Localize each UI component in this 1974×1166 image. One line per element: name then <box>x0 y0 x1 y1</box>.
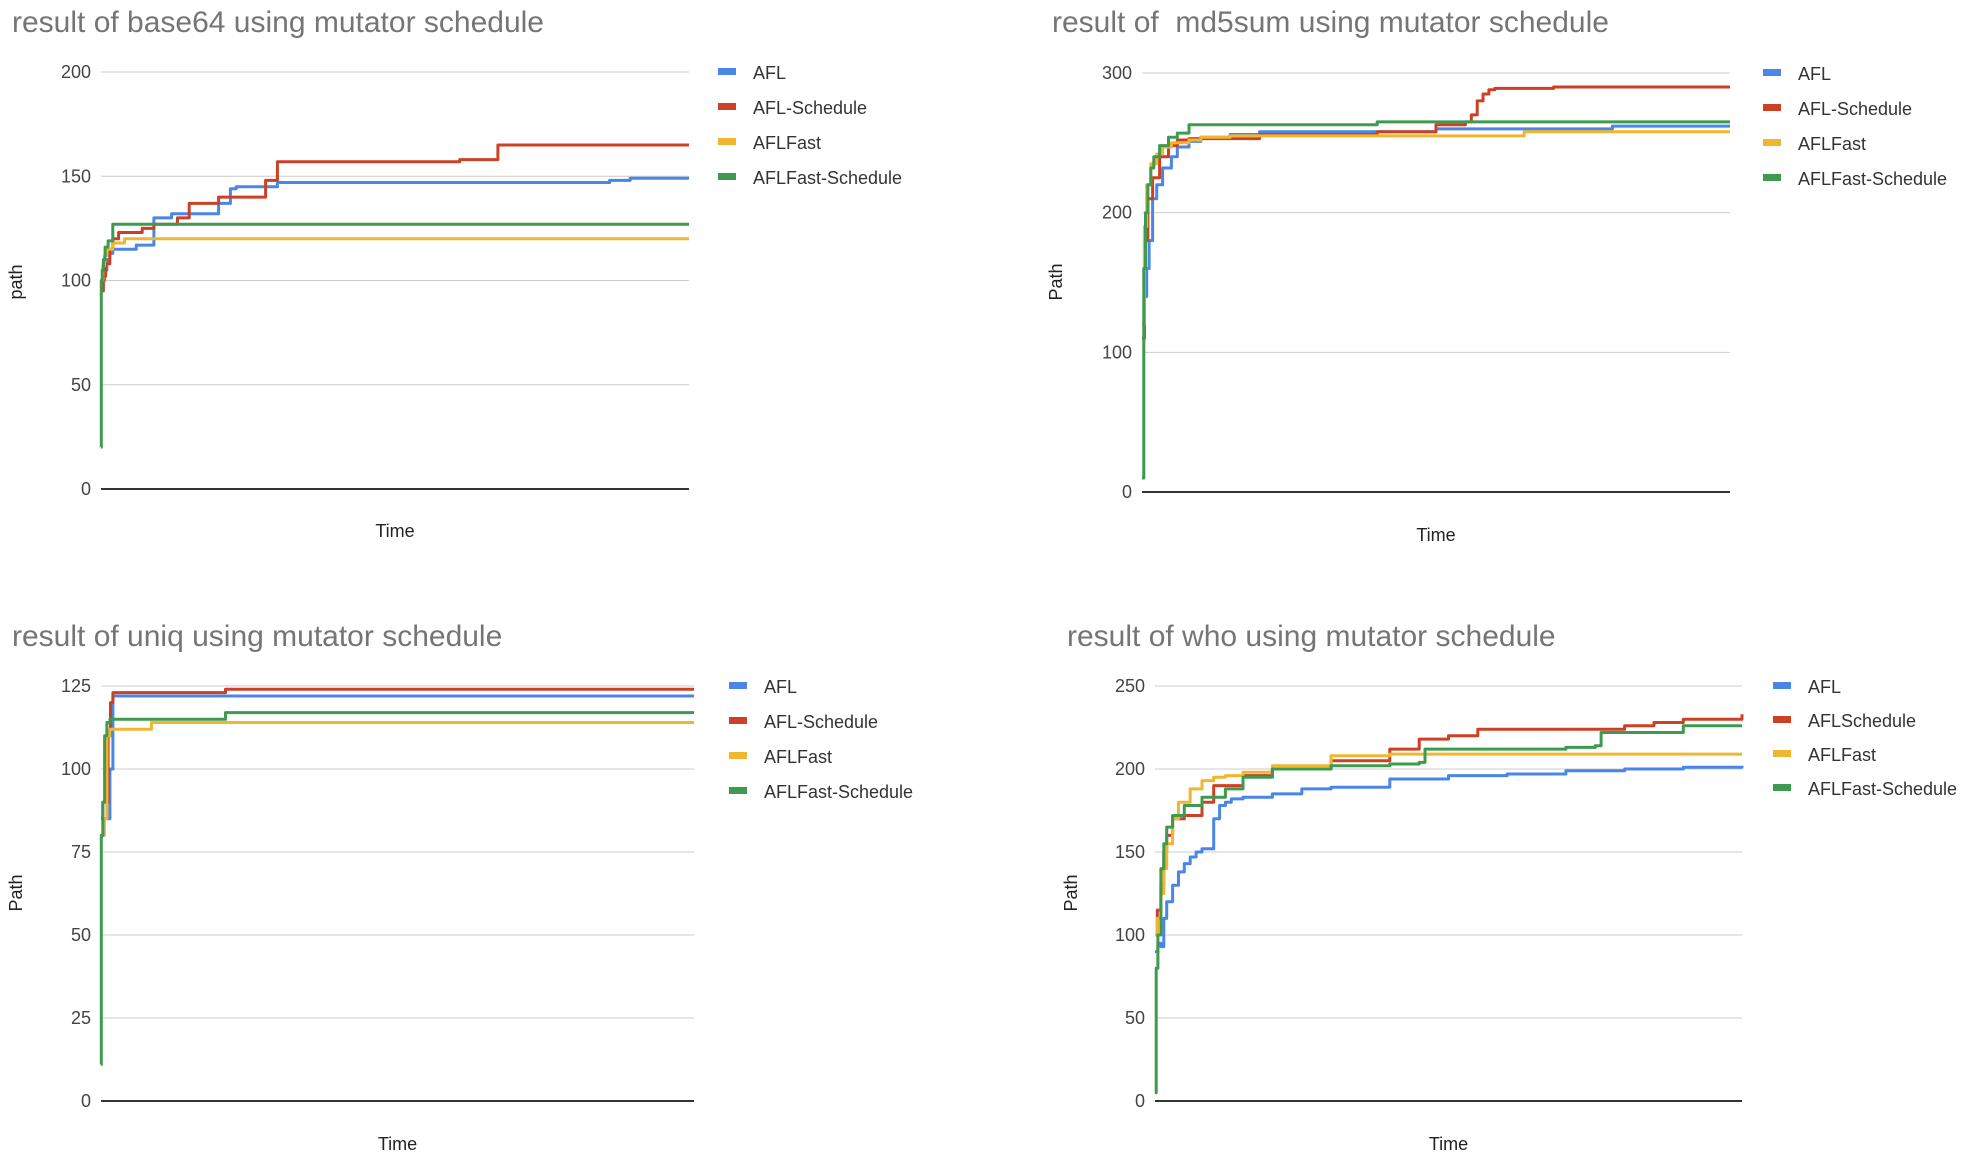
y-tick-label: 200 <box>1115 759 1145 779</box>
legend-swatch <box>718 68 736 75</box>
y-tick-label: 50 <box>1125 1008 1145 1028</box>
y-tick-label: 50 <box>71 375 91 395</box>
series-line-afl <box>1142 124 1730 340</box>
legend-swatch <box>718 173 736 180</box>
legend-swatch <box>729 752 747 759</box>
legend-swatch <box>729 787 747 794</box>
series-line-afl <box>1155 765 1744 954</box>
legend-label: AFLFast-Schedule <box>764 782 913 802</box>
legend-swatch <box>1773 716 1791 723</box>
legend-swatch <box>1763 174 1781 181</box>
y-axis-label: path <box>6 264 26 299</box>
y-tick-label: 200 <box>1102 203 1132 223</box>
chart-title: result of uniq using mutator schedule <box>12 620 503 653</box>
legend-swatch <box>718 138 736 145</box>
legend-label: AFLFast <box>1798 134 1866 154</box>
y-tick-label: 100 <box>1102 342 1132 362</box>
y-tick-label: 0 <box>81 479 91 499</box>
x-axis-label: Time <box>1416 525 1455 545</box>
series-line-aflfast-schedule <box>1154 724 1742 1095</box>
legend-swatch <box>1773 784 1791 791</box>
chart-title: result of md5sum using mutator schedule <box>1052 6 1609 39</box>
series-line-aflfast-schedule <box>1142 120 1730 480</box>
y-tick-label: 25 <box>71 1008 91 1028</box>
legend-label: AFL <box>1808 677 1841 697</box>
x-axis-label: Time <box>1429 1134 1468 1154</box>
legend-swatch <box>718 103 736 110</box>
legend-label: AFLFast <box>1808 745 1876 765</box>
legend-label: AFLFast-Schedule <box>753 168 902 188</box>
series-line-aflschedule <box>1155 714 1744 937</box>
legend-label: AFLSchedule <box>1808 711 1916 731</box>
legend-label: AFL <box>1798 64 1831 84</box>
y-tick-label: 0 <box>1135 1091 1145 1111</box>
y-tick-label: 75 <box>71 842 91 862</box>
series-line-aflfast-schedule <box>99 711 694 1066</box>
legend-swatch <box>1773 682 1791 689</box>
y-axis-label: Path <box>1061 874 1081 911</box>
legend-label: AFL <box>753 63 786 83</box>
legend-swatch <box>1763 139 1781 146</box>
y-tick-label: 150 <box>61 166 91 186</box>
y-tick-label: 200 <box>61 62 91 82</box>
legend-label: AFL-Schedule <box>764 712 878 732</box>
legend-swatch <box>1763 69 1781 76</box>
y-tick-label: 0 <box>1122 482 1132 502</box>
y-axis-label: Path <box>6 874 26 911</box>
y-axis-label: Path <box>1046 263 1066 300</box>
chart-title: result of base64 using mutator schedule <box>12 6 544 39</box>
legend-swatch <box>1763 104 1781 111</box>
y-tick-label: 125 <box>61 676 91 696</box>
legend-label: AFL-Schedule <box>753 98 867 118</box>
legend-swatch <box>729 717 747 724</box>
y-tick-label: 250 <box>1115 676 1145 696</box>
legend-label: AFLFast <box>753 133 821 153</box>
chart-title: result of who using mutator schedule <box>1067 620 1556 653</box>
legend-label: AFLFast <box>764 747 832 767</box>
y-tick-label: 100 <box>61 759 91 779</box>
y-tick-label: 100 <box>61 271 91 291</box>
y-tick-label: 150 <box>1115 842 1145 862</box>
legend-label: AFLFast-Schedule <box>1808 779 1957 799</box>
series-line-afl-schedule <box>101 143 689 293</box>
legend-swatch <box>1773 750 1791 757</box>
x-axis-label: Time <box>378 1134 417 1154</box>
legend-label: AFLFast-Schedule <box>1798 169 1947 189</box>
legend-label: AFL <box>764 677 797 697</box>
legend-swatch <box>729 682 747 689</box>
legend-label: AFL-Schedule <box>1798 99 1912 119</box>
y-tick-label: 0 <box>81 1091 91 1111</box>
y-tick-label: 100 <box>1115 925 1145 945</box>
x-axis-label: Time <box>375 521 414 541</box>
y-tick-label: 300 <box>1102 63 1132 83</box>
y-tick-label: 50 <box>71 925 91 945</box>
series-line-aflfast-schedule <box>99 222 689 449</box>
